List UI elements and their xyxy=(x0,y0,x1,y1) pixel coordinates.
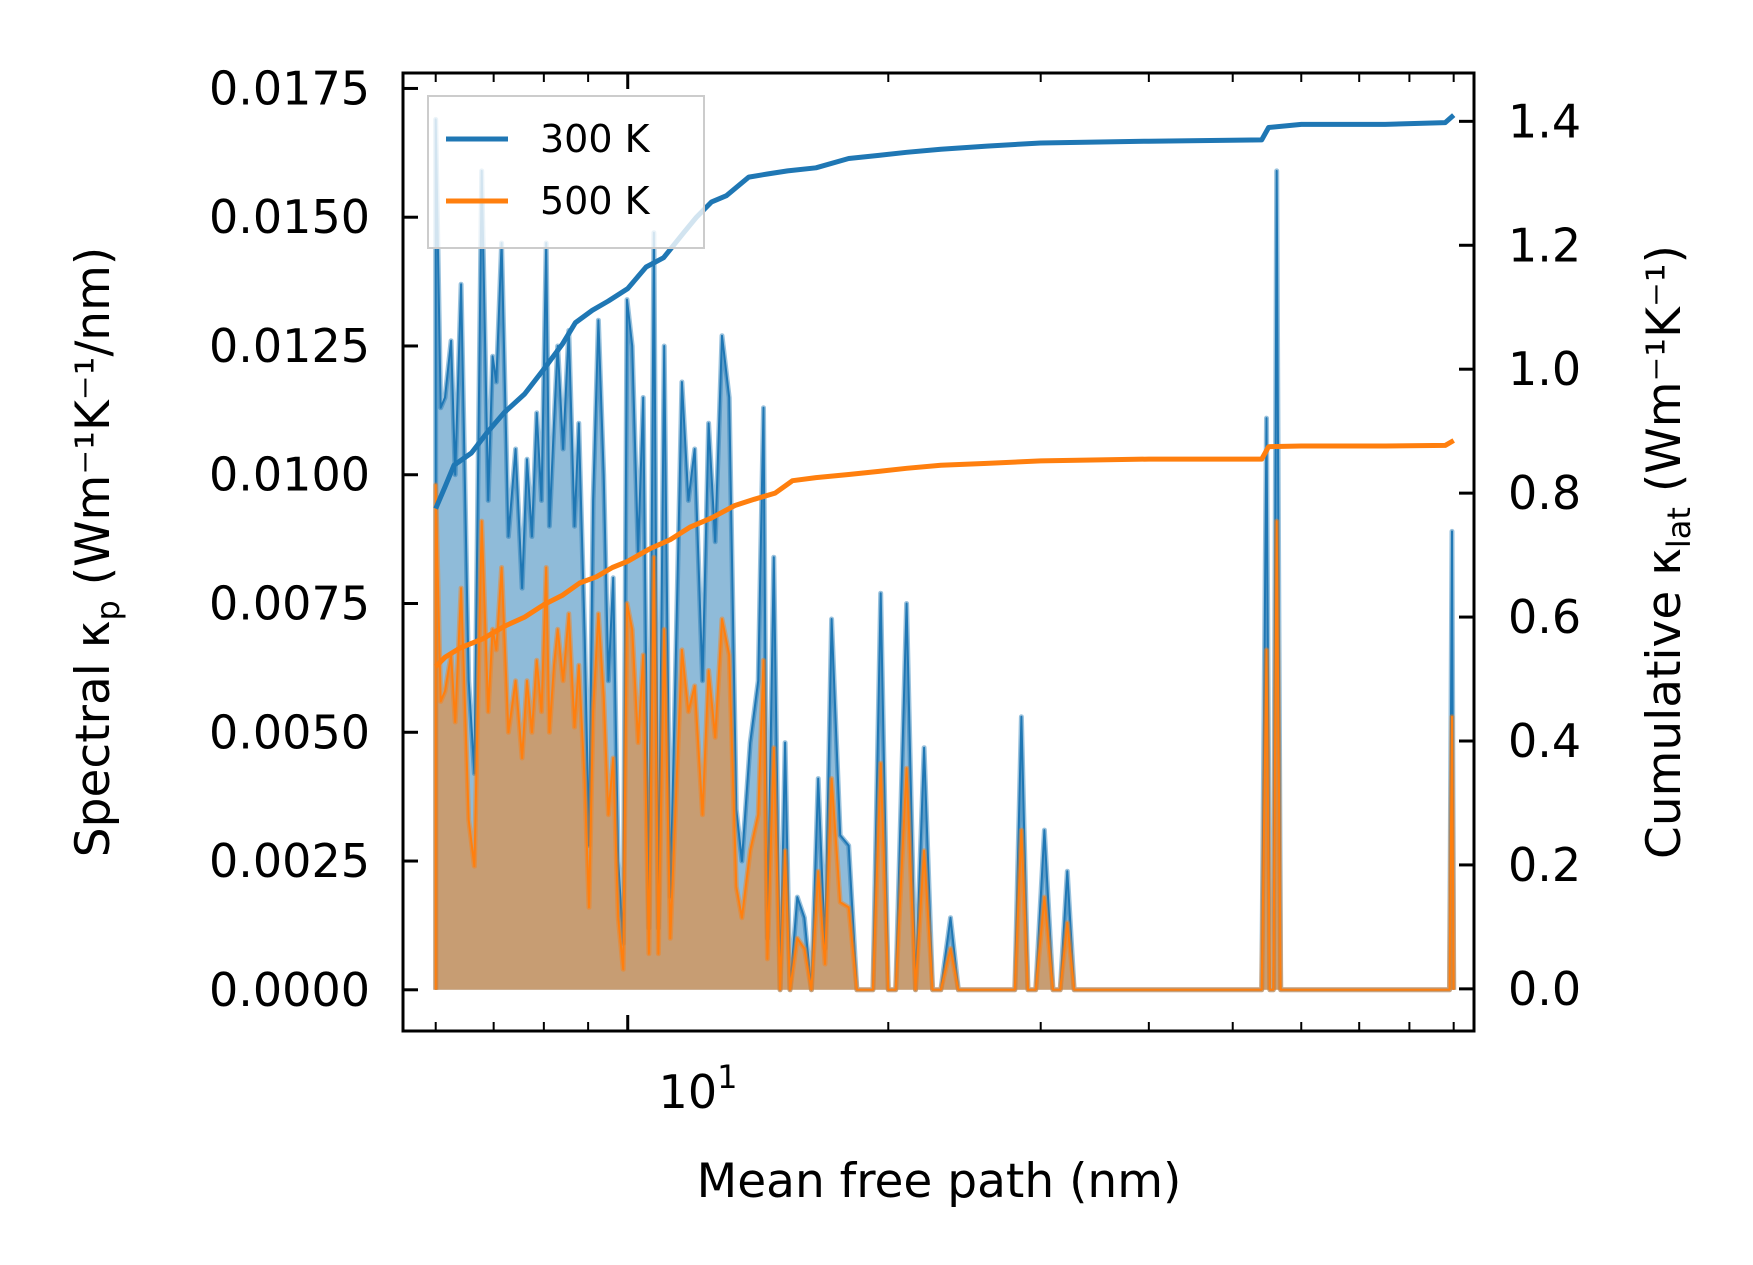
left-y-axis-title: Spectral κp (Wm⁻¹K⁻¹/nm) xyxy=(66,247,127,857)
right-y-tick-label: 1.2 xyxy=(1508,218,1581,272)
cumulative-line-300k xyxy=(433,113,1456,510)
cumulative-line-500k xyxy=(433,438,1455,669)
legend-label-500k: 500 K xyxy=(540,179,651,223)
legend: 300 K 500 K xyxy=(427,95,705,249)
left-y-tick-label: 0.0075 xyxy=(209,577,370,631)
left-y-tick-label: 0.0000 xyxy=(209,963,370,1017)
x-tick-label-10: 101 xyxy=(659,1058,738,1119)
spectral-area-500k xyxy=(435,485,1454,990)
right-y-tick-label: 0.6 xyxy=(1508,590,1581,644)
x-axis-title: Mean free path (nm) xyxy=(697,1154,1182,1209)
axis-tick-labels: 0.00000.00250.00500.00750.01000.01250.01… xyxy=(209,61,1581,1016)
right-y-tick-label: 0.8 xyxy=(1508,466,1581,520)
left-y-tick-label: 0.0025 xyxy=(209,834,370,888)
left-y-tick-label: 0.0100 xyxy=(209,448,370,502)
right-y-axis-title: Cumulative κlat (Wm⁻¹K⁻¹) xyxy=(1637,245,1698,859)
right-y-tick-label: 0.2 xyxy=(1508,838,1581,892)
left-y-tick-label: 0.0125 xyxy=(209,319,370,373)
right-y-tick-label: 1.0 xyxy=(1508,342,1581,396)
legend-label-300k: 300 K xyxy=(540,117,651,161)
plot-area xyxy=(433,113,1457,993)
right-y-tick-label: 1.4 xyxy=(1508,94,1581,148)
spectral-line-500k xyxy=(434,484,1455,991)
left-y-tick-label: 0.0150 xyxy=(209,190,370,244)
legend-box xyxy=(427,95,705,249)
left-y-tick-label: 0.0050 xyxy=(209,705,370,759)
plot-frame xyxy=(401,71,1476,1033)
right-y-tick-label: 0.4 xyxy=(1508,714,1581,768)
right-y-tick-label: 0.0 xyxy=(1508,962,1581,1016)
left-y-tick-label: 0.0175 xyxy=(209,61,370,115)
